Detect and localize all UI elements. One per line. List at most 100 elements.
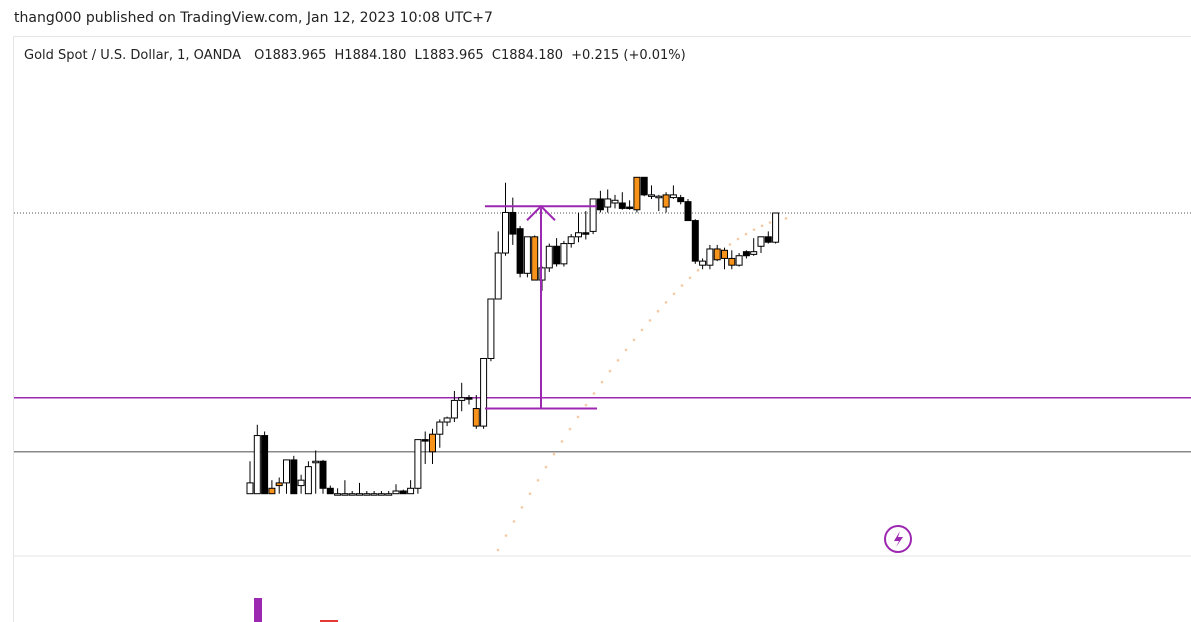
candle-body: [283, 459, 290, 484]
candle-body: [757, 236, 765, 247]
candle: [553, 238, 561, 267]
candle-body: [304, 466, 312, 495]
candle: [407, 480, 415, 495]
candle-body: [436, 421, 444, 435]
ma-dot: [560, 440, 564, 443]
chart-frame[interactable]: [13, 36, 1191, 622]
ma-dot: [568, 427, 572, 431]
candle-body: [742, 251, 750, 257]
candle-body: [385, 493, 393, 496]
ma-dot: [496, 548, 500, 552]
candle-body: [509, 211, 517, 235]
candle: [458, 382, 466, 412]
candle: [531, 235, 539, 281]
candle-body: [626, 206, 634, 210]
candle: [326, 485, 334, 495]
ma-dot: [672, 292, 676, 296]
candle: [363, 490, 371, 496]
candle-body: [662, 194, 670, 208]
moving-average-dots: [496, 217, 788, 552]
ma-dot: [632, 338, 636, 342]
candle: [772, 212, 780, 244]
candle-body: [487, 298, 495, 359]
candle-body: [334, 493, 342, 496]
candle: [290, 455, 298, 495]
candle-body: [458, 397, 466, 401]
ma-dot: [616, 359, 620, 362]
lightning-bolt-icon: [894, 531, 903, 547]
candle-body: [356, 493, 363, 496]
candle: [312, 450, 320, 494]
candle: [487, 298, 495, 362]
candle: [560, 240, 568, 267]
candle: [472, 394, 480, 429]
replay-button[interactable]: [884, 525, 912, 553]
candle: [523, 236, 531, 278]
candle-body: [253, 435, 261, 495]
candle: [261, 431, 269, 495]
ma-dot: [688, 276, 692, 280]
ma-dot: [656, 309, 660, 313]
candle-body: [326, 487, 334, 495]
candle: [414, 439, 422, 494]
candle-body: [370, 493, 378, 496]
candle-body: [575, 232, 582, 238]
candle-body: [567, 236, 575, 245]
ma-dot: [752, 228, 756, 231]
ma-dot: [784, 217, 788, 220]
ma-dot: [760, 224, 764, 228]
candle-body: [531, 236, 539, 281]
ma-dot: [528, 492, 532, 496]
candle-body: [348, 493, 356, 496]
candle: [319, 459, 327, 494]
candle-body: [494, 252, 502, 300]
ma-dot: [592, 392, 596, 395]
candle: [575, 212, 582, 243]
legend-symbol[interactable]: Gold Spot / U.S. Dollar, 1, OANDA: [24, 48, 241, 63]
ma-dot: [544, 465, 548, 469]
candle: [465, 394, 473, 405]
candle: [253, 424, 261, 495]
candle-body: [582, 232, 590, 235]
candle: [356, 482, 363, 496]
candle: [304, 461, 312, 495]
candle: [604, 189, 612, 213]
candle: [742, 250, 750, 259]
candle-body: [553, 245, 561, 265]
candle-body: [275, 482, 283, 487]
candle: [611, 194, 619, 209]
ma-dot: [600, 380, 604, 384]
candle: [421, 431, 429, 464]
ma-dot: [728, 243, 732, 246]
candle-body: [297, 479, 305, 487]
candle: [691, 219, 699, 264]
candle-body: [421, 439, 429, 442]
candle: [655, 194, 663, 212]
candle-body: [319, 460, 327, 489]
ma-dot: [504, 534, 508, 537]
candle-body: [596, 198, 604, 211]
candle: [480, 357, 488, 429]
candle-body: [611, 199, 619, 204]
ma-dot: [640, 328, 644, 332]
candle-body: [523, 236, 531, 274]
ma-dot: [520, 506, 524, 509]
candle-body: [669, 194, 677, 199]
candle: [399, 489, 407, 495]
candle: [582, 211, 590, 240]
ma-dot: [744, 232, 748, 236]
legend-high: H1884.180: [334, 48, 407, 63]
candle-body: [604, 198, 612, 208]
candle-body: [399, 490, 407, 495]
candle-body: [261, 435, 269, 495]
candle: [370, 490, 378, 496]
candle: [735, 253, 743, 267]
candle-body: [516, 228, 524, 274]
candle: [377, 490, 385, 496]
candle: [494, 231, 502, 300]
legend-close: C1884.180: [491, 48, 564, 63]
ma-dot: [680, 284, 684, 287]
candle-body: [545, 245, 553, 269]
price-range-tool[interactable]: [485, 204, 597, 410]
